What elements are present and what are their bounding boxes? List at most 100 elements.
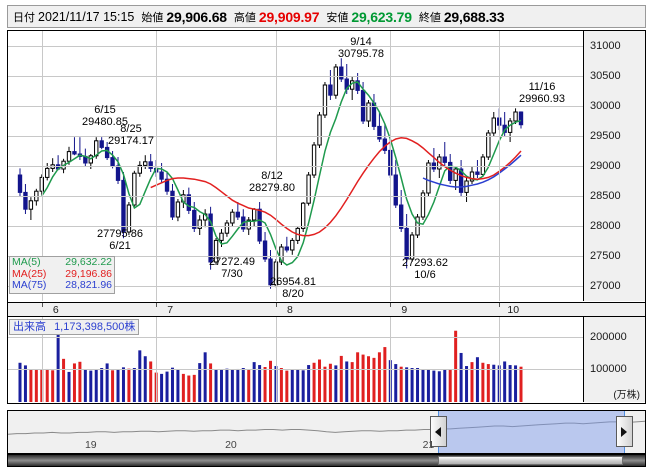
gridline-h bbox=[8, 196, 583, 197]
price-axis-tick-29500: 29500 bbox=[590, 130, 621, 142]
chart-x-axis: 6 7 8 9 10 bbox=[7, 302, 646, 317]
ma5-line bbox=[41, 81, 522, 266]
volume-bar bbox=[465, 366, 469, 402]
candle bbox=[23, 184, 28, 214]
candle bbox=[480, 154, 486, 177]
candle bbox=[333, 64, 339, 99]
volume-bar bbox=[432, 370, 436, 402]
moving-average-legend: MA(5) 29,632.22 MA(25) 29,196.86 MA(75) … bbox=[9, 256, 115, 294]
gridline-v bbox=[499, 31, 500, 301]
annotation-line-2: 8/20 bbox=[282, 288, 304, 300]
volume-bar bbox=[45, 368, 49, 402]
open-label: 始値 bbox=[141, 11, 164, 24]
ma5-label: MA(5) bbox=[12, 256, 41, 268]
candle bbox=[486, 130, 491, 160]
candle bbox=[306, 172, 311, 206]
volume-bar bbox=[143, 356, 147, 402]
annotation-peak-6-15: 6/15 29480.85 bbox=[82, 104, 128, 128]
horizontal-scrollbar[interactable] bbox=[7, 454, 646, 467]
volume-bar bbox=[405, 367, 409, 402]
gridline-h bbox=[8, 106, 583, 107]
volume-chart-panel[interactable]: (万株) 200000 100000 bbox=[7, 317, 646, 404]
candle bbox=[469, 166, 475, 184]
gridline-v bbox=[276, 317, 277, 402]
volume-bar bbox=[67, 371, 71, 402]
x-axis-tick-9: 9 bbox=[401, 304, 408, 316]
volume-bar bbox=[111, 370, 115, 402]
candle bbox=[420, 190, 426, 220]
annotation-line-2: 29174.17 bbox=[108, 135, 154, 147]
annotation-low-7-30: 27272.49 7/30 bbox=[209, 256, 255, 280]
volume-bar bbox=[274, 366, 278, 402]
candle bbox=[170, 184, 175, 220]
volume-bar bbox=[296, 369, 300, 402]
scrollbar-thumb[interactable] bbox=[437, 456, 623, 465]
range-navigator[interactable]: 19 20 21 bbox=[7, 410, 646, 454]
volume-bar bbox=[350, 362, 354, 402]
x-axis-tick-mark bbox=[276, 303, 277, 307]
volume-bar bbox=[187, 375, 191, 402]
volume-bar bbox=[345, 361, 349, 402]
volume-bar bbox=[492, 364, 496, 402]
candle bbox=[262, 232, 268, 262]
ma25-line bbox=[150, 137, 522, 237]
annotation-mid-8-12: 8/12 28279.80 bbox=[249, 170, 295, 194]
annotation-low-10-6: 27293.62 10/6 bbox=[402, 257, 448, 281]
candle bbox=[257, 202, 262, 244]
volume-bar bbox=[236, 368, 240, 402]
volume-bar bbox=[481, 362, 485, 402]
gridline-h bbox=[8, 256, 583, 257]
candle bbox=[251, 208, 257, 226]
volume-bar bbox=[94, 369, 98, 402]
x-axis-tick-7: 7 bbox=[167, 304, 174, 316]
candle bbox=[464, 178, 469, 202]
candle bbox=[328, 70, 333, 100]
ma75-label: MA(75) bbox=[12, 279, 47, 291]
volume-bar bbox=[426, 369, 430, 402]
candle bbox=[284, 236, 290, 253]
price-axis-tick-28500: 28500 bbox=[590, 190, 621, 202]
gridline-h bbox=[8, 76, 583, 77]
annotation-line-1: 8/25 bbox=[120, 123, 142, 135]
volume-bar bbox=[51, 370, 55, 402]
x-axis-tick-8: 8 bbox=[287, 304, 293, 316]
volume-axis-tick-100000: 100000 bbox=[590, 363, 627, 376]
gridline-v bbox=[499, 317, 500, 402]
volume-bar bbox=[263, 367, 267, 402]
volume-bar bbox=[269, 360, 272, 402]
volume-bar bbox=[475, 357, 479, 402]
volume-bar bbox=[225, 368, 229, 402]
annotation-line-1: 9/14 bbox=[350, 36, 372, 48]
high-label: 高値 bbox=[233, 11, 256, 24]
open-value: 29,906.68 bbox=[166, 8, 227, 25]
volume-bar bbox=[328, 363, 332, 402]
candle bbox=[28, 197, 34, 220]
volume-bar bbox=[29, 369, 33, 402]
volume-bar bbox=[301, 370, 305, 402]
volume-bar bbox=[356, 352, 360, 402]
candle bbox=[393, 160, 398, 208]
navigator-right-handle[interactable] bbox=[615, 416, 633, 447]
gridline-h bbox=[8, 226, 583, 227]
close-label: 終値 bbox=[418, 11, 441, 24]
volume-bar bbox=[121, 367, 125, 402]
gridline-v bbox=[42, 31, 43, 301]
navigator-price-line bbox=[8, 420, 645, 435]
volume-plot-area[interactable] bbox=[8, 317, 583, 402]
low-label: 安値 bbox=[326, 11, 349, 24]
volume-bar bbox=[285, 370, 289, 402]
gridline-v bbox=[276, 31, 277, 301]
price-plot-area[interactable] bbox=[8, 31, 583, 301]
candle bbox=[409, 232, 415, 262]
annotation-low-6-21: 27795.86 6/21 bbox=[97, 228, 143, 252]
navigator-tick-19: 19 bbox=[84, 439, 97, 451]
navigator-selection[interactable] bbox=[429, 411, 633, 453]
x-axis-tick-mark bbox=[390, 303, 391, 307]
volume-bar bbox=[105, 363, 109, 402]
x-axis-tick-mark bbox=[42, 303, 43, 307]
volume-bar bbox=[416, 368, 420, 402]
volume-bar bbox=[394, 364, 398, 402]
annotation-line-1: 27272.49 bbox=[209, 256, 255, 268]
navigator-left-handle[interactable] bbox=[429, 416, 447, 447]
candle bbox=[175, 199, 181, 222]
